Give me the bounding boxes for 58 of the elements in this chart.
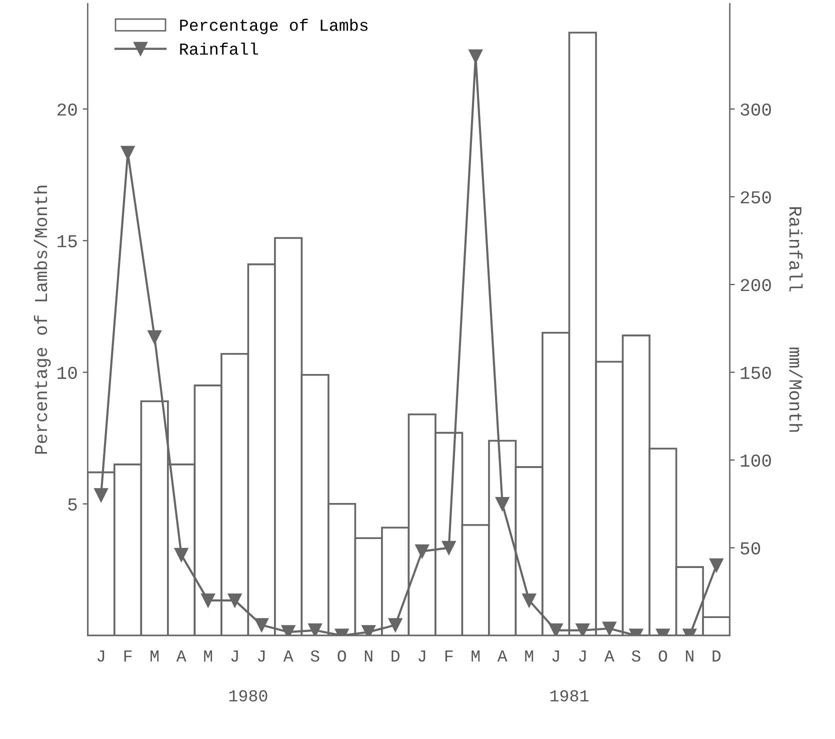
point (495, 496, 510, 511)
x-tick-label: M (472, 650, 480, 662)
x-tick-label: F (445, 650, 453, 662)
x-tick-label: J (418, 650, 426, 662)
x-tick-label: A (604, 650, 614, 662)
point (388, 618, 402, 632)
y2-tick-label: 50 (740, 542, 760, 555)
point (308, 623, 322, 636)
y2-tick-label: 150 (740, 366, 771, 379)
x-tick-label: N (686, 650, 694, 662)
x-tick-label: M (150, 650, 159, 662)
point (120, 146, 135, 160)
x-tick-label: S (632, 650, 640, 662)
x-tick-label: A (283, 650, 294, 662)
x-tick-label: M (204, 650, 212, 662)
legend-label: Rainfall (180, 42, 258, 55)
point (522, 593, 536, 608)
y-axis-title: Percentage of Lambs/Month (34, 186, 51, 454)
y2-tick-label: 300 (740, 103, 771, 116)
y-tick-label: 5 (68, 498, 77, 511)
x-tick-label: J (579, 650, 586, 662)
point (442, 540, 456, 555)
y-tick-label: 20 (58, 103, 77, 116)
y-tick-label: 15 (58, 235, 77, 248)
y2-tick-label: 100 (740, 454, 771, 467)
x-tick-label: D (392, 650, 400, 662)
x-tick-label: O (338, 650, 346, 662)
y-tick-label: 10 (58, 366, 77, 379)
y2-tick-label: 200 (740, 278, 771, 292)
point (602, 622, 616, 636)
legend-label: Percentage of Lambs (180, 18, 368, 34)
point (228, 593, 242, 608)
point (148, 330, 162, 344)
y2-tick-label: 250 (740, 191, 771, 204)
point (415, 544, 430, 558)
x-tick-label: J (552, 650, 559, 662)
point (576, 623, 590, 636)
x-tick-label: D (712, 650, 721, 662)
x-tick-label: A (176, 650, 186, 662)
x-tick-label: S (310, 650, 320, 662)
point (709, 558, 724, 572)
x-tick-label: F (124, 650, 132, 662)
x-tick-label: J (231, 650, 238, 662)
x-tick-label: J (97, 650, 104, 662)
point (548, 623, 563, 636)
point (201, 593, 216, 608)
text: 1980 (229, 690, 268, 702)
x-tick-label: O (658, 650, 668, 662)
x-tick-label: A (497, 650, 508, 662)
x-tick-label: J (258, 650, 265, 662)
point (254, 618, 269, 632)
point (94, 488, 108, 502)
x-tick-label: N (364, 650, 372, 662)
point (174, 548, 188, 562)
text: 1981 (550, 690, 588, 702)
y2-axis-title: Rainfall mm/Month (789, 207, 803, 432)
x-tick-label: M (525, 650, 534, 662)
point (468, 49, 483, 64)
